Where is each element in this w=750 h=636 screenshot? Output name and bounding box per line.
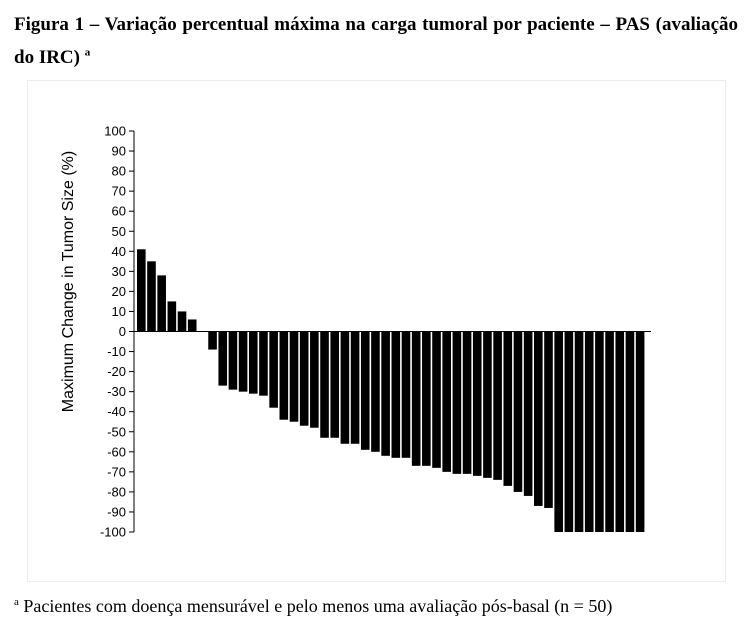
bar xyxy=(411,331,421,466)
y-tick-label: 40 xyxy=(112,244,126,259)
y-tick-label: 20 xyxy=(112,284,126,299)
bar xyxy=(167,301,177,332)
bar xyxy=(513,331,523,492)
bar xyxy=(360,331,370,450)
bar xyxy=(635,331,645,532)
y-axis: 1009080706050403020100-10-20-30-40-50-60… xyxy=(100,124,651,540)
y-tick-label: 70 xyxy=(112,184,126,199)
bar xyxy=(269,331,278,408)
bar xyxy=(340,331,350,444)
y-tick-label: -30 xyxy=(107,384,126,399)
y-tick-label: 100 xyxy=(104,124,126,139)
bar xyxy=(442,331,451,472)
bar xyxy=(157,275,166,332)
bar xyxy=(452,331,462,474)
bar xyxy=(554,331,563,532)
bar xyxy=(584,331,594,532)
y-tick-label: 80 xyxy=(112,164,126,179)
bar xyxy=(279,331,289,420)
bar xyxy=(187,319,197,332)
bar xyxy=(625,331,635,532)
bar xyxy=(259,331,268,396)
bar xyxy=(330,331,340,438)
figure-title-text: Figura 1 – Variação percentual máxima na… xyxy=(14,14,738,68)
bar xyxy=(595,331,604,532)
bar xyxy=(248,331,258,394)
figure-title-marker: a xyxy=(84,46,91,59)
bar xyxy=(391,331,401,458)
y-tick-label: -70 xyxy=(107,464,126,479)
y-tick-label: -100 xyxy=(100,525,126,540)
bar xyxy=(432,331,441,468)
bar xyxy=(350,331,360,444)
bars-layer xyxy=(137,249,645,532)
bar xyxy=(523,331,533,496)
y-tick-label: -50 xyxy=(107,424,126,439)
bar xyxy=(147,261,156,332)
bar xyxy=(208,331,217,350)
bar xyxy=(218,331,228,386)
bar xyxy=(483,331,492,478)
bar xyxy=(615,331,625,532)
y-tick-label: -40 xyxy=(107,404,126,419)
bar xyxy=(238,331,248,392)
footnote-text: Pacientes com doença mensurável e pelo m… xyxy=(23,596,613,616)
bar xyxy=(564,331,574,532)
chart-frame: 100 90 80 70 60 50 40 30 20 10 0 -10 -20 -30 -40 -50 -60… xyxy=(27,80,726,582)
bar xyxy=(493,331,502,480)
y-tick-label: 50 xyxy=(112,224,126,239)
bar xyxy=(422,331,431,466)
y-tick-label: 90 xyxy=(112,144,126,159)
footnote: a Pacientes com doença mensurável e pelo… xyxy=(14,596,612,617)
y-tick-label: 60 xyxy=(112,204,126,219)
figure-title: Figura 1 – Variação percentual máxima na… xyxy=(14,8,738,74)
bar xyxy=(544,331,553,508)
y-tick-label: -20 xyxy=(107,364,126,379)
bar xyxy=(310,331,319,428)
y-tick-label: -10 xyxy=(107,344,126,359)
bar xyxy=(574,331,584,532)
bar xyxy=(401,331,411,458)
bar xyxy=(228,331,238,390)
y-axis-label: Maximum Change in Tumor Size (%) xyxy=(60,151,77,412)
footnote-marker: a xyxy=(14,596,19,608)
bar xyxy=(137,249,146,332)
waterfall-chart: 1009080706050403020100-10-20-30-40-50-60… xyxy=(60,124,651,540)
y-tick-label: -90 xyxy=(107,504,126,519)
bar xyxy=(472,331,482,476)
bar xyxy=(381,331,390,456)
bar xyxy=(534,331,543,506)
bar xyxy=(503,331,513,486)
bar xyxy=(177,311,187,332)
bar xyxy=(299,331,309,426)
y-tick-label: 0 xyxy=(119,324,126,339)
bar xyxy=(320,331,329,438)
y-tick-label: 30 xyxy=(112,264,126,279)
bar xyxy=(289,331,299,422)
bar xyxy=(462,331,472,474)
y-tick-label: 10 xyxy=(112,304,126,319)
bar xyxy=(605,331,614,532)
bar xyxy=(371,331,380,452)
y-tick-label: -60 xyxy=(107,444,126,459)
y-tick-label: -80 xyxy=(107,484,126,499)
